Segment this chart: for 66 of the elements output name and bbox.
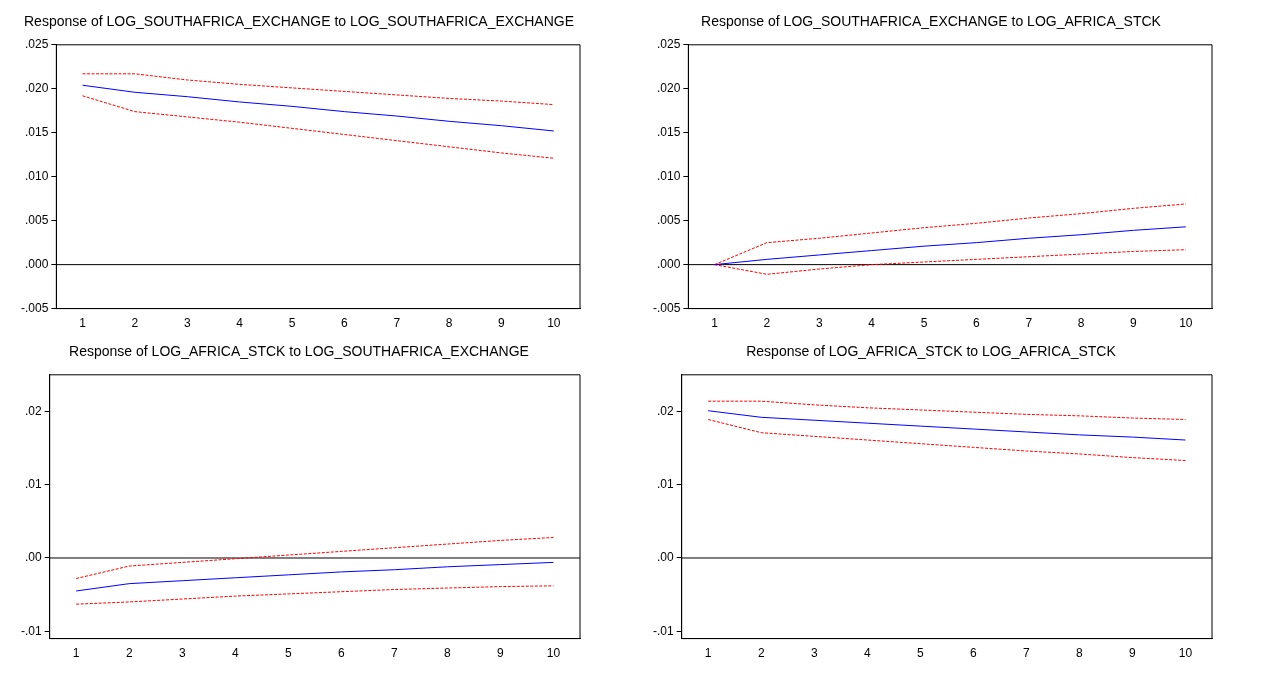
y-tick-label: -.01 bbox=[652, 623, 674, 638]
x-tick-label: 4 bbox=[236, 316, 244, 331]
x-tick-label: 5 bbox=[284, 646, 292, 661]
y-tick-label: -.01 bbox=[20, 623, 42, 638]
y-tick-label: .020 bbox=[24, 81, 49, 96]
chart-title: Response of LOG_SOUTHAFRICA_EXCHANGE to LOG_SOUTHAFRICA_EXCHANGE bbox=[23, 13, 575, 30]
x-tick-label: 9 bbox=[498, 316, 506, 331]
y-tick-label: .00 bbox=[656, 550, 674, 565]
y-tick-label: .000 bbox=[24, 256, 49, 271]
x-tick-label: 1 bbox=[711, 316, 719, 331]
y-tick-label: .000 bbox=[656, 256, 681, 271]
y-tick-label: .010 bbox=[24, 169, 49, 184]
y-tick-label: -.005 bbox=[20, 300, 49, 315]
y-tick-label: .025 bbox=[24, 37, 49, 52]
x-tick-label: 10 bbox=[1178, 646, 1193, 661]
x-tick-label: 9 bbox=[1129, 646, 1137, 661]
y-tick-label: .01 bbox=[656, 477, 674, 492]
x-tick-label: 10 bbox=[546, 646, 561, 661]
y-tick-label: .025 bbox=[656, 37, 681, 52]
x-tick-label: 10 bbox=[1179, 316, 1193, 331]
x-tick-label: 5 bbox=[920, 316, 928, 331]
x-tick-label: 4 bbox=[868, 316, 876, 331]
x-tick-label: 1 bbox=[72, 646, 80, 661]
x-tick-label: 4 bbox=[863, 646, 871, 661]
y-tick-label: .02 bbox=[656, 403, 674, 418]
x-tick-label: 6 bbox=[973, 316, 981, 331]
x-tick-label: 8 bbox=[1077, 316, 1085, 331]
y-tick-label: .010 bbox=[656, 169, 681, 184]
x-tick-label: 1 bbox=[704, 646, 712, 661]
y-tick-label: .015 bbox=[656, 125, 681, 140]
x-tick-label: 7 bbox=[1025, 316, 1033, 331]
x-tick-label: 1 bbox=[79, 316, 87, 331]
chart-title: Response of LOG_SOUTHAFRICA_EXCHANGE to LOG_AFRICA_STCK bbox=[701, 13, 1162, 30]
x-tick-label: 6 bbox=[338, 646, 346, 661]
x-tick-label: 3 bbox=[178, 646, 186, 661]
x-tick-label: 9 bbox=[497, 646, 505, 661]
x-tick-label: 2 bbox=[763, 316, 771, 331]
y-tick-label: .020 bbox=[656, 81, 681, 96]
x-tick-label: 2 bbox=[131, 316, 139, 331]
x-tick-label: 8 bbox=[1076, 646, 1084, 661]
x-tick-label: 5 bbox=[916, 646, 924, 661]
x-tick-label: 3 bbox=[815, 316, 823, 331]
x-tick-label: 2 bbox=[125, 646, 133, 661]
x-tick-label: 3 bbox=[810, 646, 818, 661]
x-tick-label: 7 bbox=[1023, 646, 1031, 661]
x-tick-label: 4 bbox=[231, 646, 239, 661]
y-tick-label: .02 bbox=[24, 403, 42, 418]
x-tick-label: 7 bbox=[391, 646, 399, 661]
x-tick-label: 7 bbox=[393, 316, 401, 331]
y-tick-label: .015 bbox=[24, 125, 49, 140]
y-tick-label: .01 bbox=[24, 477, 42, 492]
y-tick-label: .005 bbox=[656, 212, 681, 227]
y-tick-label: .005 bbox=[24, 212, 49, 227]
x-tick-label: 3 bbox=[183, 316, 191, 331]
chart-title: Response of LOG_AFRICA_STCK to LOG_AFRICA_STCK bbox=[746, 343, 1117, 360]
x-tick-label: 5 bbox=[288, 316, 296, 331]
x-tick-label: 6 bbox=[970, 646, 978, 661]
x-tick-label: 8 bbox=[445, 316, 453, 331]
x-tick-label: 10 bbox=[547, 316, 561, 331]
x-tick-label: 2 bbox=[757, 646, 765, 661]
y-tick-label: -.005 bbox=[652, 300, 681, 315]
x-tick-label: 8 bbox=[444, 646, 452, 661]
x-tick-label: 9 bbox=[1130, 316, 1138, 331]
x-tick-label: 6 bbox=[341, 316, 349, 331]
chart-title: Response of LOG_AFRICA_STCK to LOG_SOUTHAFRICA_EXCHANGE bbox=[69, 343, 529, 360]
y-tick-label: .00 bbox=[24, 550, 42, 565]
